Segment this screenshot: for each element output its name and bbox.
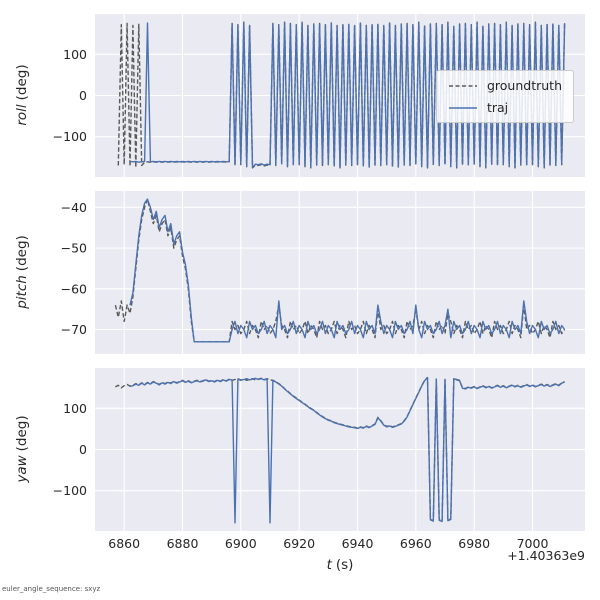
- legend: groundtruth traj: [435, 70, 574, 123]
- svg-text:6880: 6880: [167, 536, 199, 551]
- footer-note: euler_angle_sequence: sxyz: [2, 585, 101, 593]
- solid-line-icon: [448, 106, 477, 109]
- svg-text:0: 0: [79, 442, 87, 457]
- xlabel: t (s): [326, 557, 354, 573]
- legend-entry-groundtruth: groundtruth: [448, 78, 562, 93]
- ylabel-pitch: pitch(deg): [14, 235, 30, 309]
- svg-text:−100: −100: [53, 129, 87, 144]
- ylabel-roll: roll(deg): [14, 64, 30, 126]
- svg-text:0: 0: [79, 88, 87, 103]
- svg-text:−60: −60: [61, 281, 87, 296]
- svg-text:6900: 6900: [225, 536, 257, 551]
- legend-label-groundtruth: groundtruth: [486, 78, 562, 93]
- svg-text:7000: 7000: [517, 536, 549, 551]
- svg-text:−70: −70: [61, 322, 87, 337]
- legend-label-traj: traj: [486, 100, 509, 115]
- ylabel-yaw: yaw(deg): [14, 415, 30, 483]
- x-offset-text: +1.40363e9: [507, 548, 585, 563]
- dashed-line-icon: [448, 84, 477, 87]
- svg-text:6860: 6860: [108, 536, 140, 551]
- svg-text:6960: 6960: [400, 536, 432, 551]
- svg-text:−100: −100: [53, 483, 87, 498]
- svg-text:6940: 6940: [342, 536, 374, 551]
- legend-entry-traj: traj: [448, 100, 562, 115]
- svg-text:6980: 6980: [458, 536, 490, 551]
- svg-text:−40: −40: [61, 200, 87, 215]
- svg-text:6920: 6920: [283, 536, 315, 551]
- svg-text:100: 100: [63, 47, 87, 62]
- svg-text:−50: −50: [61, 241, 87, 256]
- svg-text:100: 100: [63, 401, 87, 416]
